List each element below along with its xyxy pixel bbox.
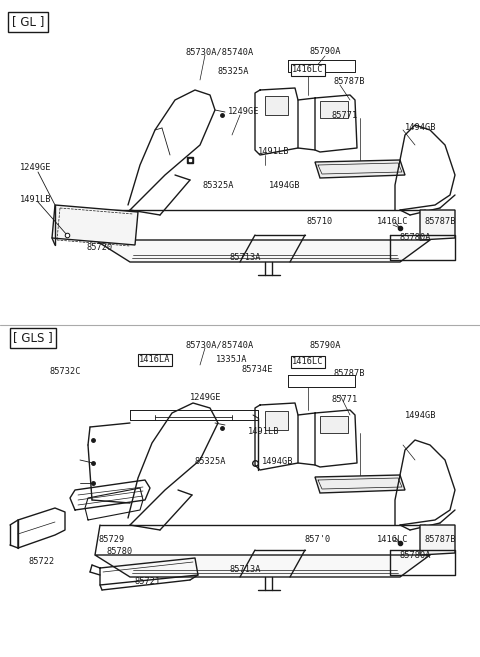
Text: 85780A: 85780A: [399, 233, 431, 242]
Text: 85780A: 85780A: [399, 551, 431, 560]
Text: 85787B: 85787B: [424, 535, 456, 545]
Polygon shape: [320, 416, 348, 433]
Polygon shape: [265, 411, 288, 430]
Text: 85710: 85710: [307, 217, 333, 227]
Text: 1491LB: 1491LB: [258, 148, 289, 156]
Text: 85790A: 85790A: [309, 340, 341, 350]
Text: 85730A/85740A: 85730A/85740A: [186, 340, 254, 350]
Text: 1494GB: 1494GB: [262, 457, 294, 466]
Text: [ GLS ]: [ GLS ]: [13, 332, 53, 344]
Text: [ GL ]: [ GL ]: [7, 16, 49, 28]
Polygon shape: [265, 96, 288, 115]
Text: 85790A: 85790A: [309, 47, 341, 57]
Text: 85325A: 85325A: [217, 68, 249, 76]
Text: 1249GE: 1249GE: [228, 108, 260, 116]
Polygon shape: [420, 210, 455, 240]
Text: 857'0: 857'0: [305, 535, 331, 545]
Text: 85780: 85780: [107, 547, 133, 556]
Text: 85713A: 85713A: [229, 254, 261, 263]
Text: 85730A/85740A: 85730A/85740A: [186, 47, 254, 57]
Text: 1491LB: 1491LB: [20, 196, 51, 204]
Text: 85720: 85720: [87, 244, 113, 252]
Polygon shape: [315, 160, 405, 178]
Text: 85771: 85771: [332, 110, 358, 120]
Text: 1416LC: 1416LC: [377, 217, 409, 227]
Text: 85771: 85771: [332, 396, 358, 405]
Text: 1416LC: 1416LC: [292, 66, 324, 74]
Text: 85787B: 85787B: [333, 78, 364, 87]
Text: 85325A: 85325A: [194, 457, 226, 466]
Polygon shape: [95, 240, 430, 262]
Text: 1491LB: 1491LB: [248, 428, 279, 436]
Text: [ GL ]: [ GL ]: [12, 16, 44, 28]
Text: 85722: 85722: [29, 558, 55, 566]
Polygon shape: [95, 555, 430, 577]
Polygon shape: [420, 525, 455, 555]
Text: 85734E: 85734E: [241, 365, 273, 374]
Text: 85787B: 85787B: [424, 217, 456, 227]
Text: 85325A: 85325A: [202, 181, 234, 189]
Text: 85787B: 85787B: [333, 369, 364, 378]
Text: 85713A: 85713A: [229, 566, 261, 574]
Text: 1494GB: 1494GB: [269, 181, 301, 189]
Text: 1494GB: 1494GB: [405, 411, 436, 420]
Text: 1249GE: 1249GE: [190, 394, 221, 403]
Text: 1416LA: 1416LA: [139, 355, 171, 365]
Text: 1249GE: 1249GE: [20, 164, 51, 173]
Polygon shape: [52, 205, 138, 245]
Text: 85721: 85721: [135, 578, 161, 587]
Text: 1416LC: 1416LC: [377, 535, 409, 545]
Text: 1494GB: 1494GB: [405, 124, 436, 133]
Text: 85732C: 85732C: [49, 367, 81, 376]
Text: 1416LC: 1416LC: [292, 357, 324, 367]
Polygon shape: [315, 475, 405, 493]
Text: 85729: 85729: [99, 535, 125, 545]
Text: 1335JA: 1335JA: [216, 355, 248, 365]
Polygon shape: [320, 101, 348, 118]
